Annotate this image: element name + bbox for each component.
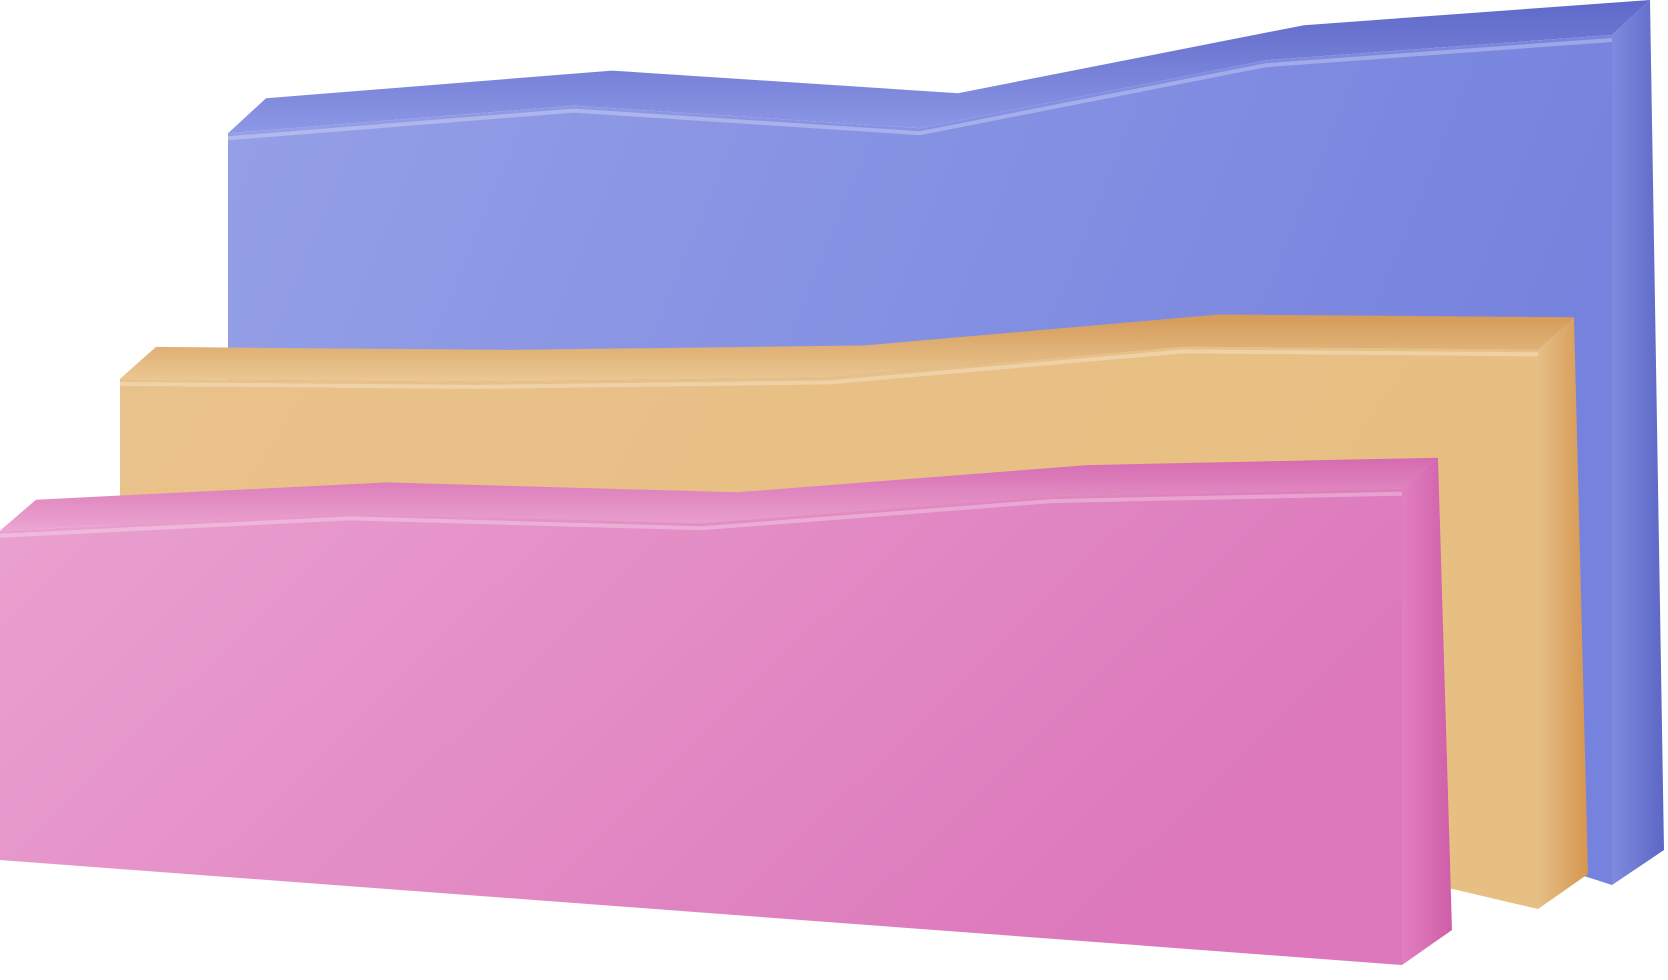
series-front-side-face <box>1402 457 1452 965</box>
series-back-side-face <box>1612 0 1664 885</box>
series-middle-highlight-line <box>119 349 1539 389</box>
series-middle-side-face <box>1538 317 1588 909</box>
series-front-highlight-line <box>0 491 1403 538</box>
series-front <box>0 457 1452 965</box>
series-back-top-face <box>228 0 1650 134</box>
series-front-top-face <box>0 457 1438 531</box>
series-front-front-face <box>0 488 1402 965</box>
series-back-highlight-line <box>227 38 1613 141</box>
series-middle-top-face <box>120 314 1574 382</box>
